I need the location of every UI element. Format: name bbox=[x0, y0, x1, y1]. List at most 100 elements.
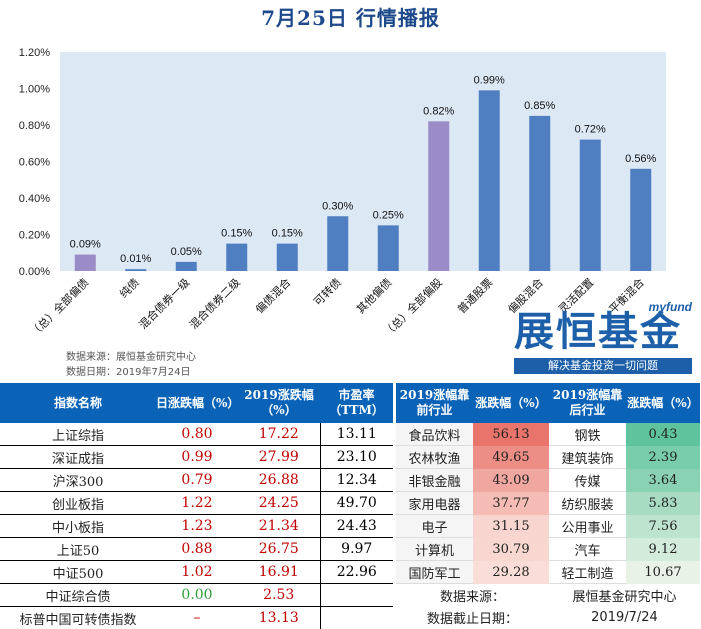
bar bbox=[580, 140, 601, 271]
x-tick-label: 偏债混合 bbox=[252, 275, 293, 316]
bar bbox=[327, 216, 348, 271]
chart-date-note: 数据日期：2019年7月24日 bbox=[66, 363, 191, 378]
index-ytd: 24.25 bbox=[238, 492, 320, 515]
y-tick-label: 0.60% bbox=[19, 157, 50, 169]
sector-header-top: 2019涨幅靠前行业 bbox=[396, 383, 473, 423]
bar-value-label: 0.25% bbox=[373, 209, 404, 221]
sector-top-name: 家用电器 bbox=[396, 492, 473, 515]
sector-top-name: 食品饮料 bbox=[396, 423, 473, 446]
index-ytd: 13.13 bbox=[238, 607, 320, 629]
sector-top-value: 30.79 bbox=[473, 538, 549, 561]
sector-top-name: 国防军工 bbox=[396, 561, 473, 584]
bar-value-label: 0.85% bbox=[524, 100, 555, 112]
bar-value-label: 0.56% bbox=[625, 153, 656, 165]
index-day: 0.88 bbox=[156, 538, 238, 561]
bar bbox=[630, 169, 651, 271]
index-day: 0.99 bbox=[156, 446, 238, 469]
bar bbox=[479, 90, 500, 271]
sector-bottom-value: 0.43 bbox=[626, 423, 700, 446]
bar-value-label: 0.30% bbox=[322, 200, 353, 212]
table-row: 标普中国可转债指数–13.13 bbox=[0, 607, 393, 629]
sector-bottom-value: 5.83 bbox=[626, 492, 700, 515]
source-label: 数据来源： bbox=[396, 584, 549, 607]
index-pe bbox=[320, 607, 393, 629]
x-tick-label: 普通股票 bbox=[454, 275, 495, 316]
sector-bottom-name: 传媒 bbox=[549, 469, 626, 492]
index-pe: 13.11 bbox=[320, 423, 393, 446]
sector-bottom-value: 10.67 bbox=[626, 561, 700, 584]
chart-source-note: 数据来源：展恒基金研究中心 bbox=[66, 348, 196, 363]
sector-bottom-value: 7.56 bbox=[626, 515, 700, 538]
index-pe: 22.96 bbox=[320, 561, 393, 584]
y-tick-label: 0.40% bbox=[19, 193, 50, 205]
index-day: 0.80 bbox=[156, 423, 238, 446]
sector-bottom-value: 2.39 bbox=[626, 446, 700, 469]
x-tick-label: 可转债 bbox=[311, 275, 344, 308]
x-tick-label: 混合债券二级 bbox=[186, 275, 243, 332]
bar-value-label: 0.15% bbox=[272, 228, 303, 240]
bar-value-label: 0.05% bbox=[171, 246, 202, 258]
y-tick-label: 0.80% bbox=[19, 120, 50, 132]
index-name: 标普中国可转债指数 bbox=[0, 607, 156, 629]
sector-top-name: 农林牧渔 bbox=[396, 446, 473, 469]
bar bbox=[75, 255, 96, 271]
page-title: 7月25日 行情播报 bbox=[0, 2, 701, 31]
y-tick-label: 1.00% bbox=[19, 84, 50, 96]
sector-top-value: 29.28 bbox=[473, 561, 549, 584]
bar-value-label: 0.72% bbox=[575, 124, 606, 136]
logo-slogan: 解决基金投资一切问题 bbox=[514, 358, 692, 374]
index-header-ytd: 2019涨跌幅（%） bbox=[238, 383, 320, 423]
index-ytd: 26.88 bbox=[238, 469, 320, 492]
index-pe: 24.43 bbox=[320, 515, 393, 538]
index-name: 创业板指 bbox=[0, 492, 156, 515]
brand-logo: myfund 展恒基金 解决基金投资一切问题 bbox=[512, 300, 696, 376]
y-tick-label: 1.20% bbox=[19, 47, 50, 59]
index-ytd: 16.91 bbox=[238, 561, 320, 584]
index-header-name: 指数名称 bbox=[0, 383, 156, 423]
index-ytd: 21.34 bbox=[238, 515, 320, 538]
sector-bottom-name: 轻工制造 bbox=[549, 561, 626, 584]
bar bbox=[378, 225, 399, 271]
bar bbox=[277, 244, 298, 271]
index-pe: 23.10 bbox=[320, 446, 393, 469]
bar bbox=[428, 121, 449, 271]
sector-top-name: 非银金融 bbox=[396, 469, 473, 492]
index-name: 中证500 bbox=[0, 561, 156, 584]
sector-top-value: 56.13 bbox=[473, 423, 549, 446]
bar-value-label: 0.99% bbox=[474, 74, 505, 86]
sector-top-name: 电子 bbox=[396, 515, 473, 538]
index-pe: 9.97 bbox=[320, 538, 393, 561]
bar bbox=[529, 116, 550, 271]
x-tick-label: 纯债 bbox=[116, 275, 141, 300]
x-tick-label: 混合债券一级 bbox=[136, 275, 193, 332]
sector-bottom-name: 汽车 bbox=[549, 538, 626, 561]
source-value: 展恒基金研究中心 bbox=[549, 584, 700, 607]
sector-top-value: 43.09 bbox=[473, 469, 549, 492]
bar-value-label: 0.15% bbox=[221, 228, 252, 240]
index-name: 沪深300 bbox=[0, 469, 156, 492]
index-header-pe: 市盈率（TTM） bbox=[320, 383, 393, 423]
index-day: 0.79 bbox=[156, 469, 238, 492]
index-name: 上证综指 bbox=[0, 423, 156, 446]
index-name: 中证综合债 bbox=[0, 584, 156, 607]
index-name: 上证50 bbox=[0, 538, 156, 561]
index-pe: 12.34 bbox=[320, 469, 393, 492]
logo-main-text: 展恒基金 bbox=[514, 310, 682, 354]
index-day: 1.02 bbox=[156, 561, 238, 584]
sector-header-bottom: 2019涨幅靠后行业 bbox=[549, 383, 626, 423]
index-ytd: 2.53 bbox=[238, 584, 320, 607]
sector-top-value: 31.15 bbox=[473, 515, 549, 538]
index-ytd: 27.99 bbox=[238, 446, 320, 469]
index-day: 1.23 bbox=[156, 515, 238, 538]
